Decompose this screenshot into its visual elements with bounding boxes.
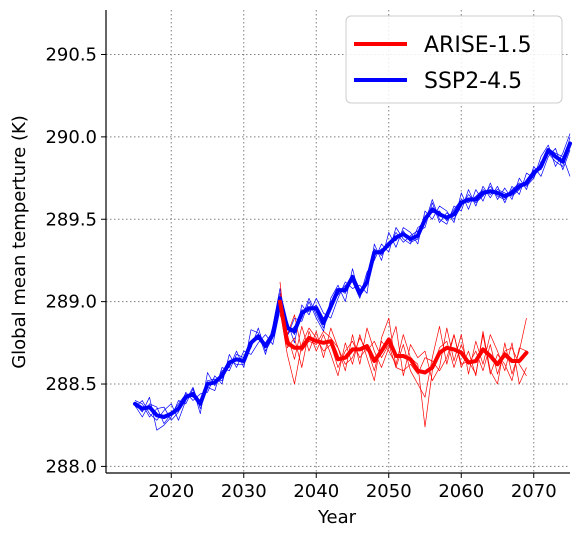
ensemble-means bbox=[133, 141, 572, 419]
x-ticks: 2020 2030 2040 2050 2060 2070 bbox=[148, 473, 557, 502]
arise-member-line bbox=[279, 309, 527, 428]
y-tick-label: 288.5 bbox=[45, 374, 97, 395]
y-tick-label: 289.0 bbox=[45, 292, 97, 313]
arise-member-line bbox=[279, 314, 527, 385]
ssp-member-line bbox=[134, 148, 571, 421]
ssp-mean-line bbox=[133, 141, 572, 419]
legend: ARISE-1.5 SSP2-4.5 bbox=[345, 15, 563, 104]
x-tick-label: 2050 bbox=[366, 481, 412, 502]
y-axis-label: Global mean temperture (K) bbox=[9, 115, 30, 369]
legend-label-arise: ARISE-1.5 bbox=[424, 33, 532, 58]
y-tick-label: 290.0 bbox=[45, 127, 97, 148]
y-tick-label: 288.0 bbox=[45, 456, 97, 477]
x-axis-label: Year bbox=[317, 507, 357, 528]
y-tick-label: 289.5 bbox=[45, 209, 97, 230]
y-tick-label: 290.5 bbox=[45, 44, 97, 65]
arise-mean-line bbox=[278, 299, 529, 375]
x-tick-label: 2030 bbox=[221, 481, 267, 502]
legend-label-ssp: SSP2-4.5 bbox=[424, 69, 522, 94]
arise-member-line bbox=[279, 293, 527, 382]
arise-member-line bbox=[279, 281, 527, 398]
axes bbox=[105, 10, 570, 474]
x-tick-label: 2070 bbox=[511, 481, 557, 502]
y-ticks: 288.0 288.5 289.0 289.5 290.0 290.5 bbox=[45, 44, 106, 477]
ssp-member-line bbox=[134, 133, 571, 431]
x-tick-label: 2020 bbox=[148, 481, 194, 502]
x-tick-label: 2040 bbox=[293, 481, 339, 502]
x-tick-label: 2060 bbox=[438, 481, 484, 502]
